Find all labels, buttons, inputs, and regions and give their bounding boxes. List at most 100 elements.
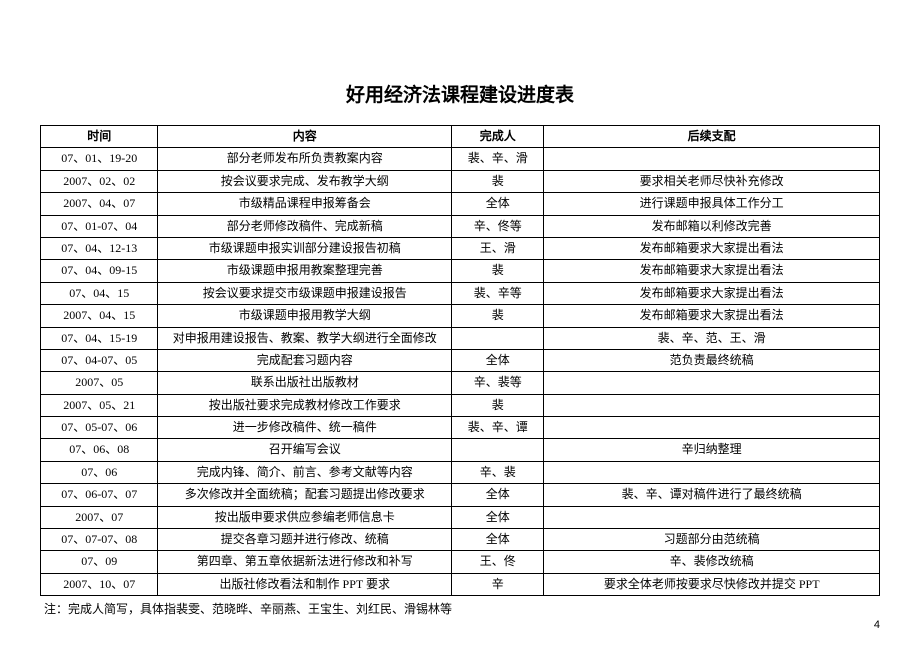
table-row: 07、04、12-13市级课题申报实训部分建设报告初稿王、滑发布邮箱要求大家提出… (41, 237, 880, 259)
table-row: 07、04-07、05完成配套习题内容全体范负责最终统稿 (41, 349, 880, 371)
table-cell: 部分老师发布所负责教案内容 (158, 148, 452, 170)
table-row: 07、04、09-15市级课题申报用教案整理完善裴发布邮箱要求大家提出看法 (41, 260, 880, 282)
table-cell: 2007、04、15 (41, 305, 158, 327)
table-cell: 全体 (452, 484, 544, 506)
table-cell: 发布邮箱要求大家提出看法 (544, 260, 880, 282)
table-row: 07、06-07、07多次修改并全面统稿；配套习题提出修改要求全体裴、辛、谭对稿… (41, 484, 880, 506)
table-cell: 市级课题申报用教学大纲 (158, 305, 452, 327)
table-cell (452, 439, 544, 461)
table-cell: 要求全体老师按要求尽快修改并提交 PPT (544, 573, 880, 595)
table-cell: 按会议要求完成、发布教学大纲 (158, 170, 452, 192)
table-cell: 辛 (452, 573, 544, 595)
progress-table: 时间 内容 完成人 后续支配 07、01、19-20部分老师发布所负责教案内容裴… (40, 125, 880, 596)
table-cell: 辛、裴等 (452, 372, 544, 394)
table-cell: 发布邮箱要求大家提出看法 (544, 237, 880, 259)
col-owner: 完成人 (452, 126, 544, 148)
table-row: 2007、02、02按会议要求完成、发布教学大纲裴要求相关老师尽快补充修改 (41, 170, 880, 192)
table-cell: 07、09 (41, 551, 158, 573)
table-cell (544, 506, 880, 528)
table-row: 2007、04、15市级课题申报用教学大纲裴发布邮箱要求大家提出看法 (41, 305, 880, 327)
table-cell: 市级精品课程申报筹备会 (158, 193, 452, 215)
table-cell: 2007、05 (41, 372, 158, 394)
table-cell: 2007、02、02 (41, 170, 158, 192)
table-cell (544, 372, 880, 394)
table-cell: 全体 (452, 529, 544, 551)
table-row: 07、04、15-19对申报用建设报告、教案、教学大纲进行全面修改 裴、辛、范、王… (41, 327, 880, 349)
table-cell: 全体 (452, 193, 544, 215)
table-cell: 召开编写会议 (158, 439, 452, 461)
table-cell: 按出版申要求供应参编老师信息卡 (158, 506, 452, 528)
col-followup: 后续支配 (544, 126, 880, 148)
table-cell: 07、04、15-19 (41, 327, 158, 349)
table-cell: 07、06-07、07 (41, 484, 158, 506)
table-cell: 辛、佟等 (452, 215, 544, 237)
table-cell (544, 394, 880, 416)
table-cell: 发布邮箱要求大家提出看法 (544, 282, 880, 304)
table-row: 2007、07按出版申要求供应参编老师信息卡全体 (41, 506, 880, 528)
table-cell: 要求相关老师尽快补充修改 (544, 170, 880, 192)
table-row: 07、01、19-20部分老师发布所负责教案内容裴、辛、滑 (41, 148, 880, 170)
table-cell: 对申报用建设报告、教案、教学大纲进行全面修改 (158, 327, 452, 349)
table-cell: 部分老师修改稿件、完成新稿 (158, 215, 452, 237)
table-cell: 进行课题申报具体工作分工 (544, 193, 880, 215)
table-cell: 07、07-07、08 (41, 529, 158, 551)
table-row: 2007、05、21按出版社要求完成教材修改工作要求裴 (41, 394, 880, 416)
table-cell: 07、04、15 (41, 282, 158, 304)
table-cell: 裴 (452, 305, 544, 327)
table-cell: 全体 (452, 349, 544, 371)
table-cell: 完成配套习题内容 (158, 349, 452, 371)
table-cell: 裴、辛、谭 (452, 417, 544, 439)
table-cell: 2007、10、07 (41, 573, 158, 595)
table-cell: 联系出版社出版教材 (158, 372, 452, 394)
table-cell: 07、01-07、04 (41, 215, 158, 237)
table-row: 07、04、15按会议要求提交市级课题申报建设报告裴、辛等发布邮箱要求大家提出看… (41, 282, 880, 304)
col-content: 内容 (158, 126, 452, 148)
table-cell: 裴、辛等 (452, 282, 544, 304)
table-cell: 裴 (452, 394, 544, 416)
table-cell: 王、滑 (452, 237, 544, 259)
table-cell: 发布邮箱以利修改完善 (544, 215, 880, 237)
table-row: 07、01-07、04部分老师修改稿件、完成新稿辛、佟等发布邮箱以利修改完善 (41, 215, 880, 237)
table-cell: 07、05-07、06 (41, 417, 158, 439)
table-cell: 07、04、09-15 (41, 260, 158, 282)
document-title: 好用经济法课程建设进度表 (40, 80, 880, 107)
table-cell: 裴、辛、滑 (452, 148, 544, 170)
table-cell: 市级课题申报用教案整理完善 (158, 260, 452, 282)
table-cell: 完成内锋、简介、前言、参考文献等内容 (158, 461, 452, 483)
table-row: 07、09第四章、第五章依据新法进行修改和补写王、佟辛、裴修改统稿 (41, 551, 880, 573)
page-number: 4 (874, 619, 880, 631)
table-row: 2007、04、07市级精品课程申报筹备会全体进行课题申报具体工作分工 (41, 193, 880, 215)
table-cell: 2007、07 (41, 506, 158, 528)
table-cell: 按出版社要求完成教材修改工作要求 (158, 394, 452, 416)
table-cell (544, 461, 880, 483)
table-row: 2007、10、07出版社修改看法和制作 PPT 要求辛要求全体老师按要求尽快修… (41, 573, 880, 595)
table-cell: 按会议要求提交市级课题申报建设报告 (158, 282, 452, 304)
table-cell: 裴、辛、谭对稿件进行了最终统稿 (544, 484, 880, 506)
table-cell (544, 417, 880, 439)
table-cell: 出版社修改看法和制作 PPT 要求 (158, 573, 452, 595)
footnote: 注：完成人简写，具体指裴雯、范晓晔、辛丽燕、王宝生、刘红民、滑锡林等 (40, 600, 880, 617)
table-cell: 07、04、12-13 (41, 237, 158, 259)
table-cell: 裴 (452, 170, 544, 192)
table-cell: 辛归纳整理 (544, 439, 880, 461)
table-cell: 07、04-07、05 (41, 349, 158, 371)
table-cell (544, 148, 880, 170)
table-cell: 辛、裴修改统稿 (544, 551, 880, 573)
table-cell: 第四章、第五章依据新法进行修改和补写 (158, 551, 452, 573)
table-cell: 2007、04、07 (41, 193, 158, 215)
table-cell: 发布邮箱要求大家提出看法 (544, 305, 880, 327)
table-cell: 进一步修改稿件、统一稿件 (158, 417, 452, 439)
table-cell: 市级课题申报实训部分建设报告初稿 (158, 237, 452, 259)
table-cell: 07、06 (41, 461, 158, 483)
table-cell: 辛、裴 (452, 461, 544, 483)
table-cell: 07、06、08 (41, 439, 158, 461)
table-cell: 裴、辛、范、王、滑 (544, 327, 880, 349)
table-cell: 提交各章习题并进行修改、统稿 (158, 529, 452, 551)
table-cell: 范负责最终统稿 (544, 349, 880, 371)
table-cell: 裴 (452, 260, 544, 282)
table-header-row: 时间 内容 完成人 后续支配 (41, 126, 880, 148)
table-cell: 多次修改并全面统稿；配套习题提出修改要求 (158, 484, 452, 506)
table-row: 2007、05联系出版社出版教材辛、裴等 (41, 372, 880, 394)
table-row: 07、06完成内锋、简介、前言、参考文献等内容辛、裴 (41, 461, 880, 483)
col-time: 时间 (41, 126, 158, 148)
